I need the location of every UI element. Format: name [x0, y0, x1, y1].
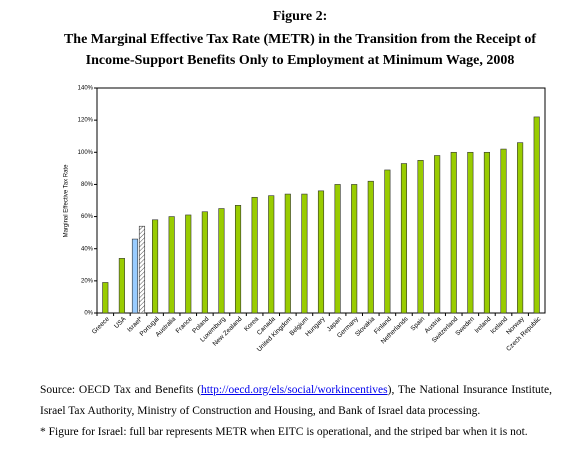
bar	[102, 282, 109, 314]
bar	[251, 196, 258, 314]
y-axis-label: Marginal Effective Tax Rate	[64, 164, 70, 237]
y-tick-label: 140%	[78, 86, 94, 92]
bar	[450, 151, 457, 314]
footnote: * Figure for Israel: full bar represents…	[40, 426, 528, 438]
bar	[500, 148, 507, 314]
bar	[301, 193, 308, 314]
bar	[185, 214, 192, 314]
bar	[517, 142, 524, 314]
bar	[434, 155, 441, 314]
title-line: Figure 2:	[273, 9, 328, 24]
x-tick-label: Greece	[91, 315, 111, 335]
y-tick-label: 80%	[81, 182, 94, 188]
bar	[118, 258, 125, 314]
y-tick-label: 20%	[81, 278, 94, 284]
bar	[138, 225, 146, 314]
y-tick-label: 40%	[81, 246, 94, 252]
bar	[168, 216, 175, 314]
bar	[417, 160, 424, 314]
bar	[351, 184, 358, 314]
y-tick-label: 0%	[84, 311, 93, 317]
source-text: ), The National Insurance Institute, Isr…	[40, 384, 552, 417]
bar	[317, 190, 325, 314]
bar	[131, 238, 139, 314]
y-tick-label: 60%	[81, 214, 94, 220]
bar	[334, 184, 341, 314]
bar	[234, 205, 242, 314]
x-tick-label: France	[175, 315, 195, 335]
bar	[367, 180, 374, 314]
title-line: Income-Support Benefits Only to Employme…	[86, 53, 515, 68]
bar	[284, 193, 291, 314]
source-note: Source: OECD Tax and Benefits (http://oe…	[40, 380, 552, 443]
bar	[467, 151, 474, 314]
source-text: Source: OECD Tax and Benefits (	[40, 384, 201, 396]
bar	[268, 195, 275, 314]
bar	[384, 169, 391, 314]
bar	[483, 151, 490, 314]
source-link[interactable]: http://oecd.org/els/social/workincentive…	[200, 384, 388, 396]
y-tick-label: 120%	[78, 118, 94, 124]
bar	[400, 163, 408, 314]
y-tick-label: 100%	[78, 150, 94, 156]
bar	[218, 208, 225, 314]
bar	[533, 116, 540, 314]
bar	[152, 219, 159, 314]
x-tick-label: Sweden	[454, 315, 476, 337]
bar	[201, 211, 208, 314]
title-line: The Marginal Effective Tax Rate (METR) i…	[64, 32, 536, 47]
